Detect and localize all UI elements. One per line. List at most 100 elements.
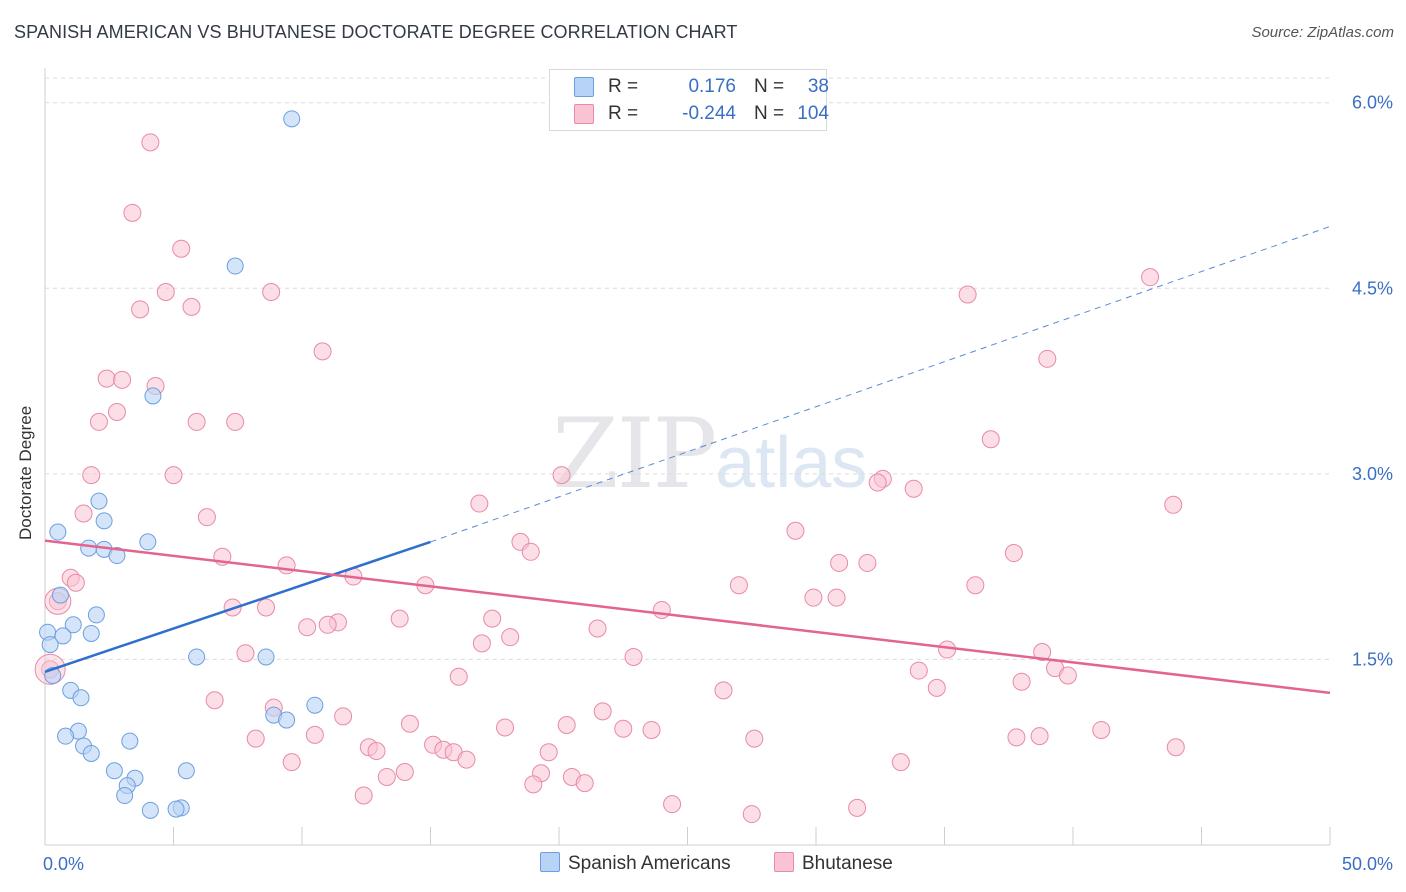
- spanish-american-point: [80, 539, 98, 557]
- bhutanese-point: [745, 729, 764, 748]
- bhutanese-point: [318, 615, 337, 634]
- bhutanese-point: [82, 466, 101, 485]
- bhutanese-point: [927, 678, 946, 697]
- bhutanese-point: [334, 707, 353, 726]
- watermark-zip: ZIP: [552, 398, 717, 510]
- spanish-american-point: [141, 801, 159, 819]
- y-tick-label: 1.5%: [1352, 649, 1393, 669]
- bhutanese-point: [472, 634, 491, 653]
- bhutanese-point: [113, 370, 132, 389]
- grid-lines: [45, 77, 1330, 660]
- bhutanese-point: [539, 743, 558, 762]
- spanish-american-point: [82, 744, 100, 762]
- bhutanese-point: [172, 239, 191, 258]
- spanish-american-point: [121, 732, 139, 750]
- bhutanese-point: [483, 609, 502, 628]
- bhutanese-point: [74, 504, 93, 523]
- legend-swatch-blue: [540, 852, 560, 872]
- bhutanese-point: [123, 203, 142, 222]
- bhutanese-point: [1030, 727, 1049, 746]
- bhutanese-point: [521, 542, 540, 561]
- bhutanese-point: [729, 576, 748, 595]
- spanish-american-point: [144, 387, 162, 405]
- legend-n-value: 38: [807, 76, 829, 97]
- bhutanese-point: [1007, 728, 1026, 747]
- bhutanese-point: [367, 741, 386, 760]
- spanish-american-point: [95, 512, 113, 530]
- y-tick-label: 4.5%: [1352, 278, 1393, 298]
- bhutanese-point: [804, 588, 823, 607]
- bhutanese-point: [652, 600, 671, 619]
- bhutanese-point: [226, 412, 245, 431]
- spanish-american-point: [167, 800, 185, 818]
- bhutanese-point: [524, 775, 543, 794]
- bhutanese-point: [588, 619, 607, 638]
- bhutanese-point: [830, 553, 849, 572]
- bhutanese-point: [97, 369, 116, 388]
- bhutanese-point: [390, 609, 409, 628]
- bhutanese-point: [298, 618, 317, 637]
- bhutanese-point: [449, 667, 468, 686]
- bhutanese-point: [958, 285, 977, 304]
- bhutanese-point: [966, 576, 985, 595]
- bhutanese-point: [909, 661, 928, 680]
- bhutanese-point: [904, 479, 923, 498]
- legend-n-value: 104: [797, 103, 829, 124]
- legend-r-label: R =: [608, 76, 639, 97]
- spanish-american-point: [57, 727, 75, 745]
- bhutanese-point: [891, 753, 910, 772]
- spanish-american-point: [64, 616, 82, 634]
- bhutanese-point: [457, 750, 476, 769]
- bhutanese-point: [66, 573, 85, 592]
- spanish-american-point: [116, 787, 134, 805]
- bhutanese-point: [313, 342, 332, 361]
- bhutanese-point: [282, 753, 301, 772]
- spanish-american-point: [257, 648, 275, 666]
- bhutanese-point: [470, 494, 489, 513]
- bhutanese-point: [786, 521, 805, 540]
- spanish-american-point: [41, 636, 59, 654]
- bhutanese-point: [742, 805, 761, 824]
- axes: [44, 68, 1331, 846]
- bhutanese-point: [714, 681, 733, 700]
- bhutanese-point: [496, 718, 515, 737]
- spanish-american-point: [87, 606, 105, 624]
- bhutanese-point: [663, 795, 682, 814]
- spanish-american-points: [39, 110, 324, 819]
- bhutanese-point: [131, 300, 150, 319]
- bhutanese-point: [257, 598, 276, 617]
- spanish-american-point: [105, 762, 123, 780]
- legend-swatch-blue: [574, 77, 594, 97]
- bhutanese-point: [848, 798, 867, 817]
- bhutanese-points: [34, 133, 1185, 824]
- tick-labels: 1.5% 3.0% 4.5% 6.0% 0.0% 50.0%: [43, 93, 1393, 874]
- legend-n-label: N =: [754, 103, 785, 124]
- bhutanese-point: [246, 729, 265, 748]
- spanish-american-point: [188, 648, 206, 666]
- bhutanese-point: [642, 720, 661, 739]
- bhutanese-point: [141, 133, 160, 152]
- bhutanese-point: [827, 588, 846, 607]
- bhutanese-point: [868, 473, 887, 492]
- bhutanese-point: [156, 283, 175, 302]
- bhutanese-point: [164, 466, 183, 485]
- source-label: Source: ZipAtlas.com: [1251, 24, 1394, 41]
- bottom-legend-bhutanese: Bhutanese: [774, 852, 893, 875]
- bhutanese-point: [624, 647, 643, 666]
- bhutanese-point: [981, 430, 1000, 449]
- spanish-american-point: [278, 711, 296, 729]
- bhutanese-point: [236, 644, 255, 663]
- spanish-american-point: [226, 257, 244, 275]
- spanish-american-point: [177, 762, 195, 780]
- spanish-american-point: [283, 110, 301, 128]
- x-tick-label: 50.0%: [1342, 854, 1393, 874]
- bottom-legend-label: Spanish Americans: [568, 853, 731, 874]
- bhutanese-point: [187, 412, 206, 431]
- bhutanese-point: [557, 716, 576, 735]
- bhutanese-point: [1141, 268, 1160, 287]
- spanish-american-point: [82, 624, 100, 642]
- legend-n-label: N =: [754, 76, 785, 97]
- bhutanese-point: [1004, 544, 1023, 563]
- bhutanese-point: [262, 283, 281, 302]
- watermark-atlas: atlas: [715, 423, 868, 503]
